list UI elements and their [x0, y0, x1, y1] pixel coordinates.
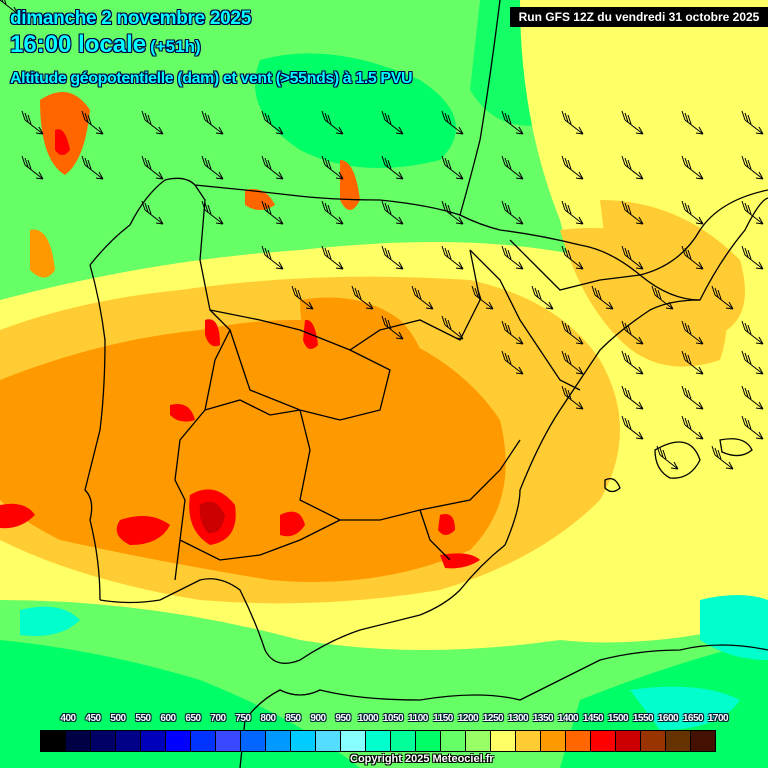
legend-label: 600	[160, 713, 176, 724]
legend-label: 1250	[482, 713, 504, 724]
legend-label: 1350	[532, 713, 554, 724]
copyright-text: Copyright 2025 Meteociel.fr	[350, 753, 494, 765]
legend-label: 950	[335, 713, 351, 724]
legend-label: 800	[260, 713, 276, 724]
legend-swatch	[191, 731, 216, 751]
legend-swatch	[241, 731, 266, 751]
legend-swatch	[516, 731, 541, 751]
forecast-date: dimanche 2 novembre 2025	[10, 8, 251, 29]
legend-swatch	[641, 731, 666, 751]
color-scale-bar	[40, 730, 716, 752]
forecast-lead-time: (+51h)	[150, 37, 201, 56]
legend-label: 1450	[582, 713, 604, 724]
legend-swatch	[316, 731, 341, 751]
legend-swatch	[416, 731, 441, 751]
legend-label: 400	[60, 713, 76, 724]
legend-swatch	[166, 731, 191, 751]
legend-label: 500	[110, 713, 126, 724]
legend-label: 1150	[433, 713, 453, 724]
legend-swatch	[666, 731, 691, 751]
legend-swatch	[41, 731, 66, 751]
legend-labels: 400 450 500 550 600 650 700 750 800 850 900 950 1000…	[40, 713, 728, 727]
legend-swatch	[141, 731, 166, 751]
legend-label: 1650	[682, 713, 704, 724]
legend-swatch	[691, 731, 715, 751]
legend-label: 1100	[408, 713, 428, 724]
legend-label: 1500	[607, 713, 629, 724]
legend-swatch	[116, 731, 141, 751]
legend-label: 1300	[507, 713, 529, 724]
legend-label: 1700	[707, 713, 729, 724]
parameter-title: Altitude géopotentielle (dam) et vent (>…	[10, 70, 413, 87]
legend-swatch	[566, 731, 591, 751]
legend-swatch	[291, 731, 316, 751]
model-run-label: Run GFS 12Z du vendredi 31 octobre 2025	[510, 7, 768, 27]
legend-swatch	[341, 731, 366, 751]
legend-swatch	[466, 731, 491, 751]
legend-swatch	[491, 731, 516, 751]
legend-label: 750	[235, 713, 251, 724]
legend-label: 1000	[357, 713, 379, 724]
legend-label: 1200	[457, 713, 479, 724]
legend-swatch	[266, 731, 291, 751]
legend-swatch	[391, 731, 416, 751]
legend-swatch	[541, 731, 566, 751]
legend-label: 1550	[632, 713, 654, 724]
legend-label: 850	[285, 713, 301, 724]
legend-swatch	[591, 731, 616, 751]
legend-label: 1050	[382, 713, 404, 724]
legend-swatch	[66, 731, 91, 751]
legend-label: 700	[210, 713, 226, 724]
legend-swatch	[216, 731, 241, 751]
legend-swatch	[366, 731, 391, 751]
legend-swatch	[91, 731, 116, 751]
legend-label: 1600	[657, 713, 679, 724]
legend-swatch	[616, 731, 641, 751]
legend-swatch	[441, 731, 466, 751]
legend-label: 450	[85, 713, 101, 724]
legend-label: 1400	[557, 713, 579, 724]
legend-label: 900	[310, 713, 326, 724]
forecast-time: 16:00 locale (+51h)	[10, 31, 201, 59]
legend-label: 650	[185, 713, 201, 724]
legend-label: 550	[135, 713, 151, 724]
forecast-local-time: 16:00 locale	[10, 31, 147, 58]
